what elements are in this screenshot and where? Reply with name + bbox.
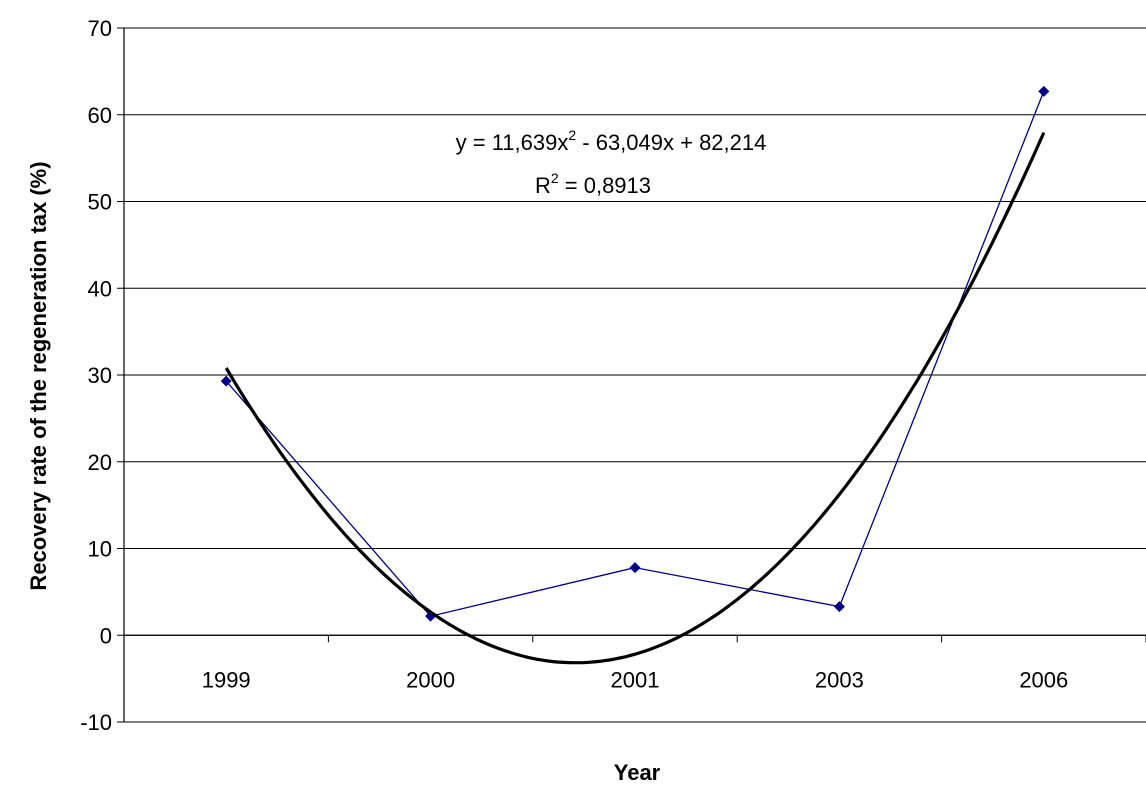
data-point-2001 [629, 562, 641, 574]
x-axis-title: Year [614, 760, 661, 785]
trendline-r-squared: R2 = 0,8913 [535, 170, 651, 198]
x-tick-label-2003: 2003 [815, 667, 864, 692]
y-tick-label--10: -10 [80, 710, 112, 735]
data-point-1999 [220, 375, 232, 387]
x-tick-label-2006: 2006 [1019, 667, 1068, 692]
x-axis-ticks: 1999 2000 2001 2003 2006 [123, 635, 1146, 692]
trendline-curve [224, 131, 1046, 665]
x-tick-label-2001: 2001 [611, 667, 660, 692]
y-axis-title: Recovery rate of the regeneration tax (%… [26, 161, 51, 590]
x-tick-label-2000: 2000 [406, 667, 455, 692]
y-axis-ticks: -10 0 10 20 30 40 50 60 70 [80, 16, 124, 735]
data-point-2006 [1038, 85, 1050, 97]
y-tick-label-20: 20 [88, 450, 112, 475]
y-tick-label-70: 70 [88, 16, 112, 41]
trendline-group [224, 131, 1046, 665]
y-tick-label-50: 50 [88, 190, 112, 215]
x-tick-label-1999: 1999 [202, 667, 251, 692]
data-point-2003 [833, 601, 845, 613]
y-tick-label-40: 40 [88, 276, 112, 301]
y-tick-label-10: 10 [88, 537, 112, 562]
y-tick-label-0: 0 [100, 623, 112, 648]
trendline-equation: y = 11,639x2 - 63,049x + 82,214 [456, 127, 767, 155]
y-tick-label-60: 60 [88, 103, 112, 128]
y-tick-label-30: 30 [88, 363, 112, 388]
series-group [220, 85, 1050, 622]
